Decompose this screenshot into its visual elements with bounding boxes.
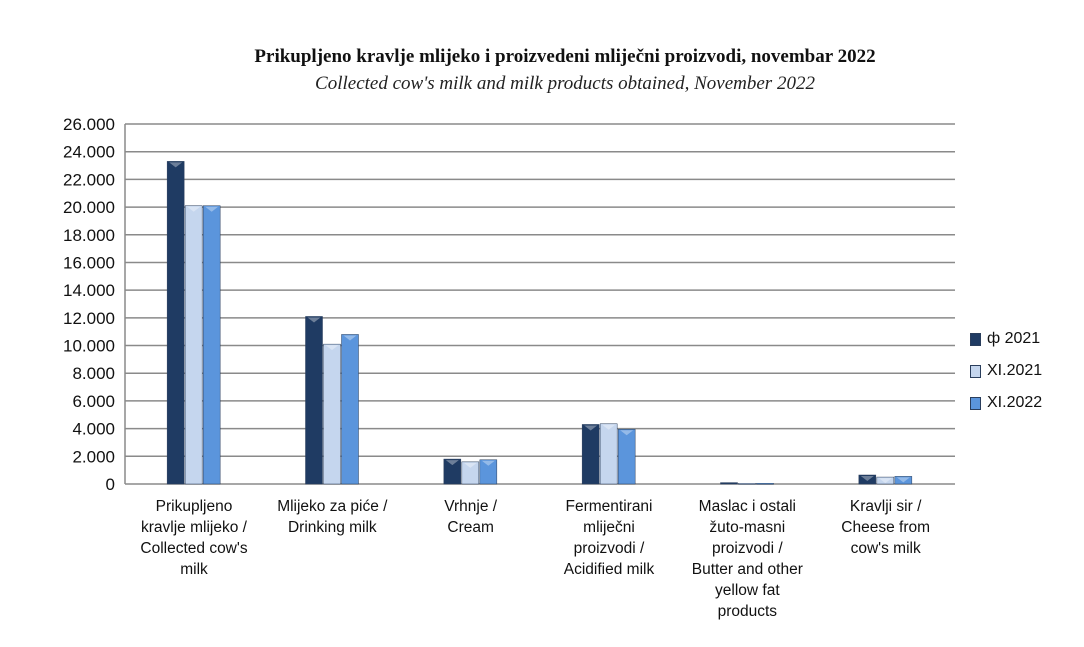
bar-bevel	[878, 478, 892, 484]
bar-bevel	[463, 462, 477, 468]
category-label: Mlijeko za piće / Drinking milk	[277, 498, 388, 536]
bar-bevel	[445, 460, 459, 466]
y-tick-label: 6.000	[72, 392, 115, 411]
legend-label: XI.2021	[987, 362, 1043, 379]
bar-bevel	[343, 335, 357, 341]
y-tick-label: 26.000	[63, 115, 115, 134]
bar-2-2	[479, 459, 498, 485]
y-tick-label: 22.000	[63, 170, 115, 189]
bar-0-3	[581, 424, 600, 485]
bar-1-5	[876, 476, 895, 485]
y-tick-label: 24.000	[63, 143, 115, 162]
category-label: Kravlji sir / Cheese from cow's milk	[841, 498, 931, 557]
legend-item: XI.2022	[970, 394, 1042, 412]
category-label: Prikupljeno kravlje mlijeko / Collected …	[140, 498, 248, 578]
y-tick-label: 16.000	[63, 253, 115, 272]
legend-swatch	[970, 332, 981, 346]
bar-0-2	[443, 458, 462, 485]
y-tick-label: 20.000	[63, 198, 115, 217]
chart-subtitle: Collected cow's milk and milk products o…	[315, 73, 815, 94]
y-tick-label: 2.000	[72, 447, 115, 466]
y-tick-label: 18.000	[63, 226, 115, 245]
bar-bevel	[602, 424, 616, 430]
legend-label: XI.2022	[987, 394, 1043, 411]
bar-bevel	[860, 476, 874, 481]
y-tick-label: 14.000	[63, 281, 115, 300]
y-tick-label: 4.000	[72, 420, 115, 439]
bar-1-3	[599, 423, 618, 485]
bar-1-4	[738, 483, 756, 485]
category-label: Maslac i ostali žuto-masni proizvodi / B…	[691, 498, 803, 620]
bar-0-4	[720, 482, 738, 485]
legend-item: XI.2021	[970, 362, 1042, 380]
y-tick-label: 12.000	[63, 309, 115, 328]
bar-bevel	[307, 317, 321, 323]
chart-title: Prikupljeno kravlje mlijeko i proizveden…	[254, 46, 876, 67]
bar-1-1	[323, 343, 341, 485]
bar-0-0	[166, 161, 185, 485]
bar-1-2	[461, 461, 480, 485]
bar-2-4	[756, 483, 774, 485]
bar-2-3	[617, 429, 636, 485]
y-tick-label: 10.000	[63, 337, 115, 356]
bar-bevel	[620, 430, 634, 436]
bar-2-1	[341, 334, 359, 485]
bar-bevel	[205, 206, 219, 212]
bar-0-1	[305, 316, 323, 485]
bar-2-0	[202, 205, 221, 485]
bar-bevel	[187, 206, 201, 212]
bar-bevel	[169, 162, 183, 168]
legend-item: ф 2021	[970, 330, 1040, 348]
category-label: Vrhnje / Cream	[444, 498, 498, 536]
bar-0-5	[858, 474, 877, 485]
legend-swatch	[970, 396, 981, 410]
bar-1-0	[184, 205, 203, 485]
legend-label: ф 2021	[987, 330, 1041, 347]
bar-bevel	[584, 425, 598, 431]
bar-bevel	[481, 460, 495, 466]
bar-bevel	[896, 477, 910, 483]
bar-bevel	[325, 345, 339, 351]
bar-2-5	[894, 476, 913, 485]
legend-swatch	[970, 364, 981, 378]
category-label: Fermentirani mliječni proizvodi / Acidif…	[563, 498, 655, 578]
y-tick-label: 0	[106, 475, 115, 494]
y-tick-label: 8.000	[72, 364, 115, 383]
